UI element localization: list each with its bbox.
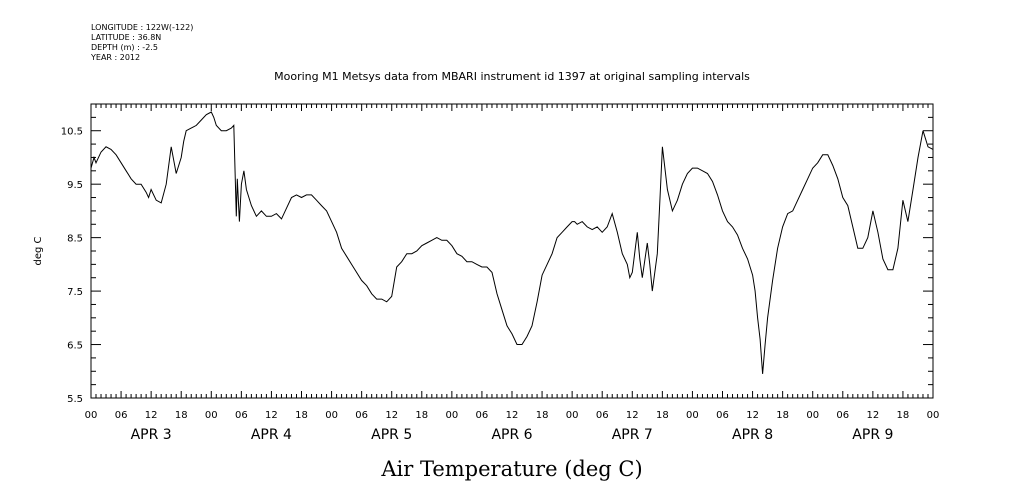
x-tick-label: 12	[265, 410, 278, 421]
x-tick-label: 18	[656, 410, 669, 421]
x-tick-label: 06	[235, 410, 248, 421]
day-label: APR 5	[371, 427, 412, 443]
day-label: APR 4	[251, 427, 292, 443]
x-tick-label: 00	[205, 410, 218, 421]
x-tick-label: 06	[115, 410, 128, 421]
plot-frame	[90, 103, 934, 399]
day-label: APR 3	[131, 427, 172, 443]
meta-longitude: LONGITUDE : 122W(-122)	[91, 23, 193, 32]
y-tick-label: 7.5	[67, 287, 83, 298]
x-tick-label: 18	[415, 410, 428, 421]
x-tick-label: 06	[476, 410, 489, 421]
x-tick-label: 06	[596, 410, 609, 421]
metadata-block: LONGITUDE : 122W(-122) LATITUDE : 36.8N …	[90, 23, 193, 62]
day-labels: APR 3 APR 4 APR 5 APR 6 APR 7 APR 8 APR 9	[131, 427, 894, 443]
day-label: APR 6	[491, 427, 532, 443]
x-tick-label: 00	[927, 410, 940, 421]
y-tick-label: 8.5	[67, 234, 83, 245]
x-tick-label: 00	[566, 410, 579, 421]
x-tick-labels: 00 06 12 18 00 06 12 18 00 06 12 18 00 06 12 18 00 06 12 18…	[85, 410, 940, 421]
y-axis-label: deg C	[33, 236, 44, 265]
chart-title: Mooring M1 Metsys data from MBARI instru…	[274, 70, 750, 83]
x-tick-label: 12	[385, 410, 398, 421]
y-tick-label: 10.5	[61, 127, 83, 138]
x-tick-label: 00	[325, 410, 338, 421]
ticks	[90, 103, 934, 399]
x-tick-label: 18	[295, 410, 308, 421]
x-tick-label: 06	[836, 410, 849, 421]
x-tick-label: 18	[897, 410, 910, 421]
day-label: APR 7	[612, 427, 653, 443]
x-tick-label: 12	[506, 410, 519, 421]
day-label: APR 8	[732, 427, 773, 443]
meta-depth: DEPTH (m) : -2.5	[91, 43, 158, 52]
x-tick-label: 18	[776, 410, 789, 421]
x-tick-label: 18	[175, 410, 188, 421]
x-tick-label: 12	[626, 410, 639, 421]
x-tick-label: 00	[85, 410, 98, 421]
x-tick-label: 06	[355, 410, 368, 421]
x-tick-label: 00	[686, 410, 699, 421]
series-line	[90, 111, 934, 374]
x-tick-label: 12	[145, 410, 158, 421]
meta-year: YEAR : 2012	[90, 53, 140, 62]
x-tick-label: 12	[866, 410, 879, 421]
x-tick-label: 06	[716, 410, 729, 421]
meta-latitude: LATITUDE : 36.8N	[91, 33, 161, 42]
y-tick-label: 5.5	[67, 394, 83, 405]
x-tick-label: 18	[536, 410, 549, 421]
y-tick-label: 9.5	[67, 180, 83, 191]
y-tick-label: 6.5	[67, 341, 83, 352]
x-tick-label: 00	[445, 410, 458, 421]
x-tick-label: 00	[806, 410, 819, 421]
y-tick-labels: 5.5 6.5 7.5 8.5 9.5 10.5	[61, 127, 83, 405]
x-tick-label: 12	[746, 410, 759, 421]
day-label: APR 9	[852, 427, 893, 443]
x-axis-title: Air Temperature (deg C)	[380, 457, 642, 481]
